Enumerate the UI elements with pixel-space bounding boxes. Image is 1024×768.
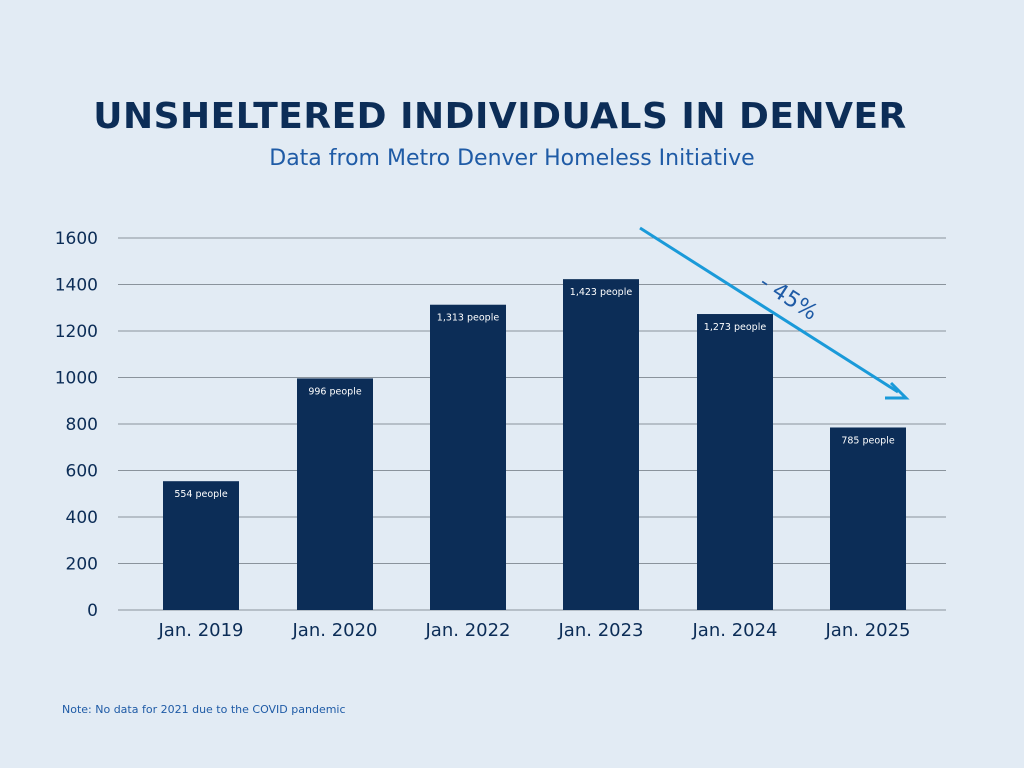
x-category-label: Jan. 2020	[292, 620, 378, 641]
x-category-label: Jan. 2024	[692, 620, 778, 641]
footnote: Note: No data for 2021 due to the COVID …	[62, 703, 346, 716]
bar-data-label: 996 people	[308, 386, 362, 397]
y-tick-label: 0	[87, 601, 98, 621]
x-category-label: Jan. 2022	[425, 620, 511, 641]
y-tick-label: 800	[66, 415, 98, 435]
bar	[697, 314, 773, 610]
trend-arrow-head	[885, 381, 910, 400]
bar-data-label: 554 people	[174, 489, 228, 500]
x-category-label: Jan. 2025	[825, 620, 911, 641]
y-tick-label: 1600	[55, 229, 98, 249]
x-category-label: Jan. 2023	[558, 620, 644, 641]
y-tick-label: 600	[66, 462, 98, 482]
y-tick-label: 1400	[55, 276, 98, 296]
bar	[430, 304, 506, 610]
y-tick-label: 200	[66, 555, 98, 575]
bar	[830, 427, 906, 610]
bar	[563, 279, 639, 610]
y-tick-label: 1200	[55, 322, 98, 342]
chart-subtitle: Data from Metro Denver Homeless Initiati…	[269, 146, 755, 171]
bar-data-label: 785 people	[841, 435, 895, 446]
trend-arrow	[639, 226, 899, 394]
bar-data-label: 1,273 people	[704, 322, 767, 333]
chart-title: UNSHELTERED INDIVIDUALS IN DENVER	[93, 96, 907, 137]
bar	[163, 481, 239, 610]
bar-data-label: 1,313 people	[437, 313, 500, 324]
y-tick-label: 1000	[55, 369, 98, 389]
y-tick-label: 400	[66, 508, 98, 528]
x-category-label: Jan. 2019	[158, 620, 244, 641]
bar-data-label: 1,423 people	[570, 287, 633, 298]
bar	[297, 378, 373, 610]
